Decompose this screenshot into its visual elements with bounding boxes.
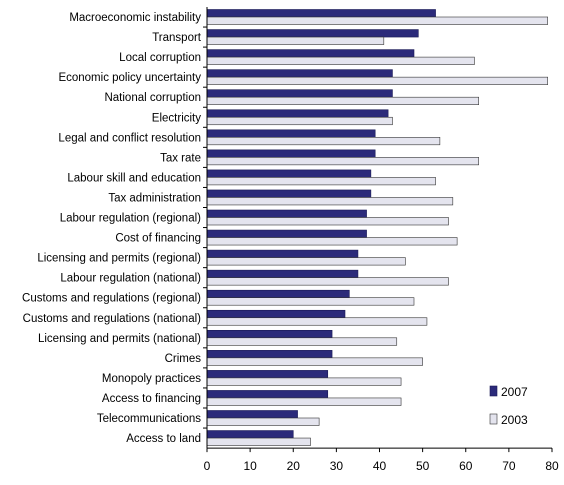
legend-swatch-2003 (489, 413, 498, 425)
category-label: Economic policy uncertainty (58, 72, 201, 84)
bar-2003-16 (206, 337, 398, 346)
category-labels-layer: Macroeconomic instability Transport Local … (22, 12, 202, 445)
bar-2007-16 (206, 329, 333, 339)
bar-2003-6 (206, 137, 441, 146)
bar-2003-18 (206, 377, 402, 386)
bar-2003-21 (206, 437, 311, 446)
category-label: Customs and regulations (national) (23, 313, 202, 325)
legend-label-2007: 2007 (501, 385, 528, 399)
bar-2003-15 (206, 317, 428, 326)
x-tick-label: 10 (243, 459, 257, 473)
bar-2007-17 (206, 350, 333, 359)
bar-2007-13 (206, 269, 359, 278)
bar-2007-11 (206, 229, 367, 238)
category-label: Labour skill and education (67, 172, 201, 184)
bar-2007-18 (206, 370, 329, 379)
x-tick-label: 40 (373, 459, 387, 473)
bar-2007-5 (206, 109, 389, 118)
category-label: Licensing and permits (national) (38, 333, 201, 345)
bar-2003-2 (206, 56, 475, 65)
legend: 2007 2003 (489, 385, 528, 427)
bar-2003-3 (206, 76, 548, 85)
bar-2003-11 (206, 237, 458, 246)
x-tick-label: 0 (204, 459, 211, 473)
category-label: Licensing and permits (regional) (37, 253, 201, 265)
bar-2003-9 (206, 197, 454, 206)
bar-2003-10 (206, 217, 449, 226)
bar-2003-17 (206, 357, 423, 366)
x-tick-label: 60 (459, 459, 473, 473)
category-label: Tax rate (160, 152, 201, 164)
category-label: Legal and conflict resolution (58, 132, 201, 144)
bar-2003-12 (206, 257, 406, 266)
bar-2003-5 (206, 116, 393, 126)
category-label: Tax administration (108, 192, 201, 204)
bar-2003-19 (206, 397, 402, 406)
bar-2003-20 (206, 417, 320, 426)
bars-layer (206, 9, 548, 446)
category-label: Telecommunications (97, 413, 201, 425)
bar-2003-4 (206, 96, 479, 105)
bar-2003-1 (206, 36, 385, 45)
bar-2007-15 (206, 309, 346, 319)
category-label: Monopoly practices (102, 373, 201, 385)
bar-2007-14 (206, 289, 350, 299)
category-label: National corruption (104, 92, 201, 104)
x-tick-label: 50 (416, 459, 430, 473)
category-label: Local corruption (119, 52, 201, 64)
x-tick-label: 30 (330, 459, 344, 473)
bar-2007-10 (206, 209, 367, 218)
x-tick-label: 70 (502, 459, 516, 473)
category-label: Access to land (126, 433, 201, 445)
category-label: Labour regulation (regional) (60, 213, 201, 225)
bar-2007-12 (206, 249, 359, 258)
bar-2007-20 (206, 410, 298, 419)
bar-2007-21 (206, 430, 294, 439)
bar-2007-19 (206, 390, 329, 399)
bar-2003-8 (206, 177, 436, 186)
bar-2007-9 (206, 189, 372, 198)
bar-2007-7 (206, 149, 376, 158)
category-label: Customs and regulations (regional) (22, 293, 201, 305)
category-label: Cost of financing (115, 233, 201, 245)
category-label: Electricity (152, 112, 201, 124)
bar-2007-0 (206, 9, 436, 18)
x-tick-label: 80 (545, 459, 559, 473)
category-label: Macroeconomic instability (69, 12, 201, 24)
bar-2007-3 (206, 69, 393, 78)
axes-layer: 0 10 20 30 40 50 60 70 80 (203, 7, 559, 473)
bar-2003-7 (206, 157, 479, 166)
legend-swatch-2007 (489, 385, 498, 397)
category-label: Access to financing (102, 393, 201, 405)
category-label: Transport (152, 32, 202, 44)
bar-2003-13 (206, 277, 449, 286)
legend-label-2003: 2003 (501, 413, 528, 427)
bar-2007-2 (206, 49, 415, 58)
bar-2007-6 (206, 129, 376, 138)
bar-2003-0 (206, 16, 548, 25)
bar-2007-8 (206, 169, 372, 178)
bar-2003-14 (206, 297, 415, 306)
x-tick-label: 20 (287, 459, 301, 473)
bar-2007-1 (206, 29, 419, 38)
category-label: Labour regulation (national) (60, 273, 201, 285)
bar-2007-4 (206, 89, 393, 98)
category-label: Crimes (165, 353, 202, 365)
